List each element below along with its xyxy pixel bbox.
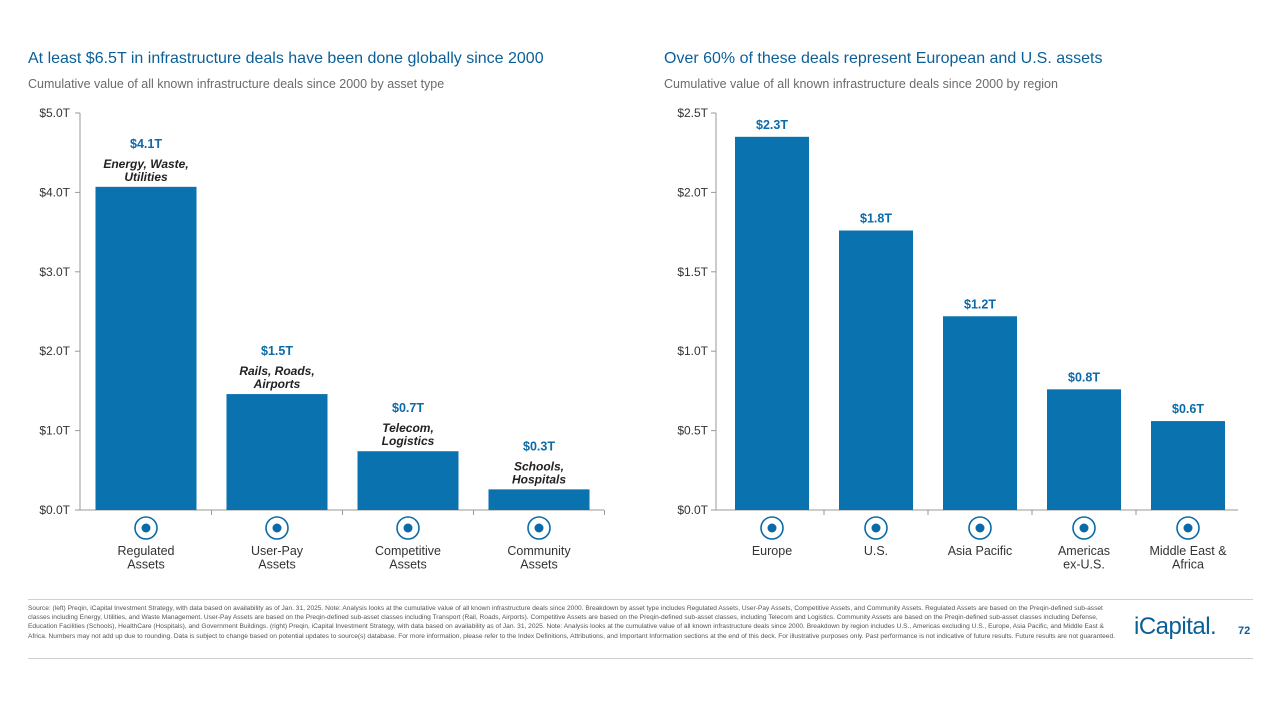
americas-globe-icon-glyph — [1079, 523, 1089, 533]
left-bar-description: Utilities — [124, 170, 168, 184]
africa-map-icon — [1176, 516, 1200, 540]
africa-map-icon-glyph — [1183, 523, 1193, 533]
left-category-label: Assets — [520, 558, 558, 572]
tower-icon-glyph — [403, 523, 413, 533]
buildings-icon — [527, 516, 551, 540]
left-category-label: Competitive — [375, 544, 441, 558]
right-bar-4 — [1047, 389, 1121, 510]
asia-map-icon-glyph — [975, 523, 985, 533]
source-note: Source: (left) Preqin, iCapital Investme… — [28, 605, 1115, 640]
left-bar-3 — [357, 451, 459, 510]
left-y-tick-label: $0.0T — [39, 503, 70, 517]
left-bar-2 — [226, 394, 328, 510]
right-value-label: $1.2T — [964, 297, 996, 311]
right-chart-subtitle: Cumulative value of all known infrastruc… — [664, 77, 1058, 91]
charts-canvas: $0.0T $1.0T $2.0T $3.0T $4.0T $5.0T Energy, Wa… — [39, 106, 1238, 572]
right-value-label: $2.3T — [756, 118, 788, 132]
left-bar-description: Rails, Roads, — [239, 364, 314, 378]
right-category-label: ex-U.S. — [1063, 558, 1105, 572]
right-y-tick-label: $1.0T — [677, 344, 708, 358]
right-value-label: $1.8T — [860, 212, 892, 226]
left-y-tick-label: $4.0T — [39, 185, 70, 199]
right-bar-3 — [943, 316, 1017, 510]
left-chart-title: At least $6.5T in infrastructure deals h… — [28, 50, 544, 67]
left-category-label: Assets — [258, 558, 296, 572]
left-y-tick-label: $2.0T — [39, 344, 70, 358]
americas-globe-icon — [1072, 516, 1096, 540]
airplane-icon — [265, 516, 289, 540]
footer-bottom-divider — [28, 658, 1253, 659]
page-number: 72 — [1238, 625, 1251, 637]
right-category-label: Americas — [1058, 544, 1110, 558]
left-y-tick-label: $5.0T — [39, 106, 70, 120]
left-value-label: $0.7T — [392, 401, 424, 415]
left-y-tick-label: $1.0T — [39, 424, 70, 438]
right-y-tick-label: $2.0T — [677, 185, 708, 199]
left-category-label: User-Pay — [251, 544, 304, 558]
tower-icon — [396, 516, 420, 540]
europe-map-icon-glyph — [767, 523, 777, 533]
right-category-label: Middle East & — [1149, 544, 1227, 558]
right-bar-2 — [839, 230, 913, 510]
right-y-tick-label: $0.0T — [677, 503, 708, 517]
factory-icon-glyph — [141, 523, 151, 533]
footer-divider — [28, 599, 1253, 600]
left-bar-description: Hospitals — [512, 472, 566, 486]
icapital-logo: iCapital. — [1134, 613, 1217, 640]
left-category-label: Assets — [127, 558, 165, 572]
left-bar-description: Schools, — [514, 459, 564, 473]
airplane-icon-glyph — [272, 523, 282, 533]
left-bar-1 — [95, 186, 197, 511]
right-y-tick-label: $0.5T — [677, 424, 708, 438]
buildings-icon-glyph — [534, 523, 544, 533]
right-y-tick-label: $2.5T — [677, 106, 708, 120]
right-value-label: $0.6T — [1172, 402, 1204, 416]
right-value-label: $0.8T — [1068, 370, 1100, 384]
factory-icon — [134, 516, 158, 540]
right-category-label: Europe — [752, 544, 792, 558]
us-map-icon — [864, 516, 888, 540]
right-bar-5 — [1151, 421, 1225, 510]
left-category-label: Regulated — [118, 544, 175, 558]
left-chart-subtitle: Cumulative value of all known infrastruc… — [28, 77, 445, 91]
left-bar-description: Logistics — [382, 434, 435, 448]
left-value-label: $4.1T — [130, 137, 162, 151]
left-category-label: Community — [507, 544, 571, 558]
us-map-icon-glyph — [871, 523, 881, 533]
left-bar-4 — [488, 489, 590, 510]
right-chart-title: Over 60% of these deals represent Europe… — [664, 50, 1103, 67]
left-y-tick-label: $3.0T — [39, 265, 70, 279]
left-bar-description: Telecom, — [382, 421, 434, 435]
right-category-label: U.S. — [864, 544, 888, 558]
left-value-label: $0.3T — [523, 439, 555, 453]
right-y-tick-label: $1.5T — [677, 265, 708, 279]
left-bar-description: Airports — [253, 377, 301, 391]
asia-map-icon — [968, 516, 992, 540]
right-category-label: Asia Pacific — [948, 544, 1013, 558]
right-bar-1 — [735, 136, 809, 510]
left-category-label: Assets — [389, 558, 427, 572]
left-value-label: $1.5T — [261, 344, 293, 358]
europe-map-icon — [760, 516, 784, 540]
right-category-label: Africa — [1172, 558, 1204, 572]
left-bar-description: Energy, Waste, — [103, 157, 188, 171]
